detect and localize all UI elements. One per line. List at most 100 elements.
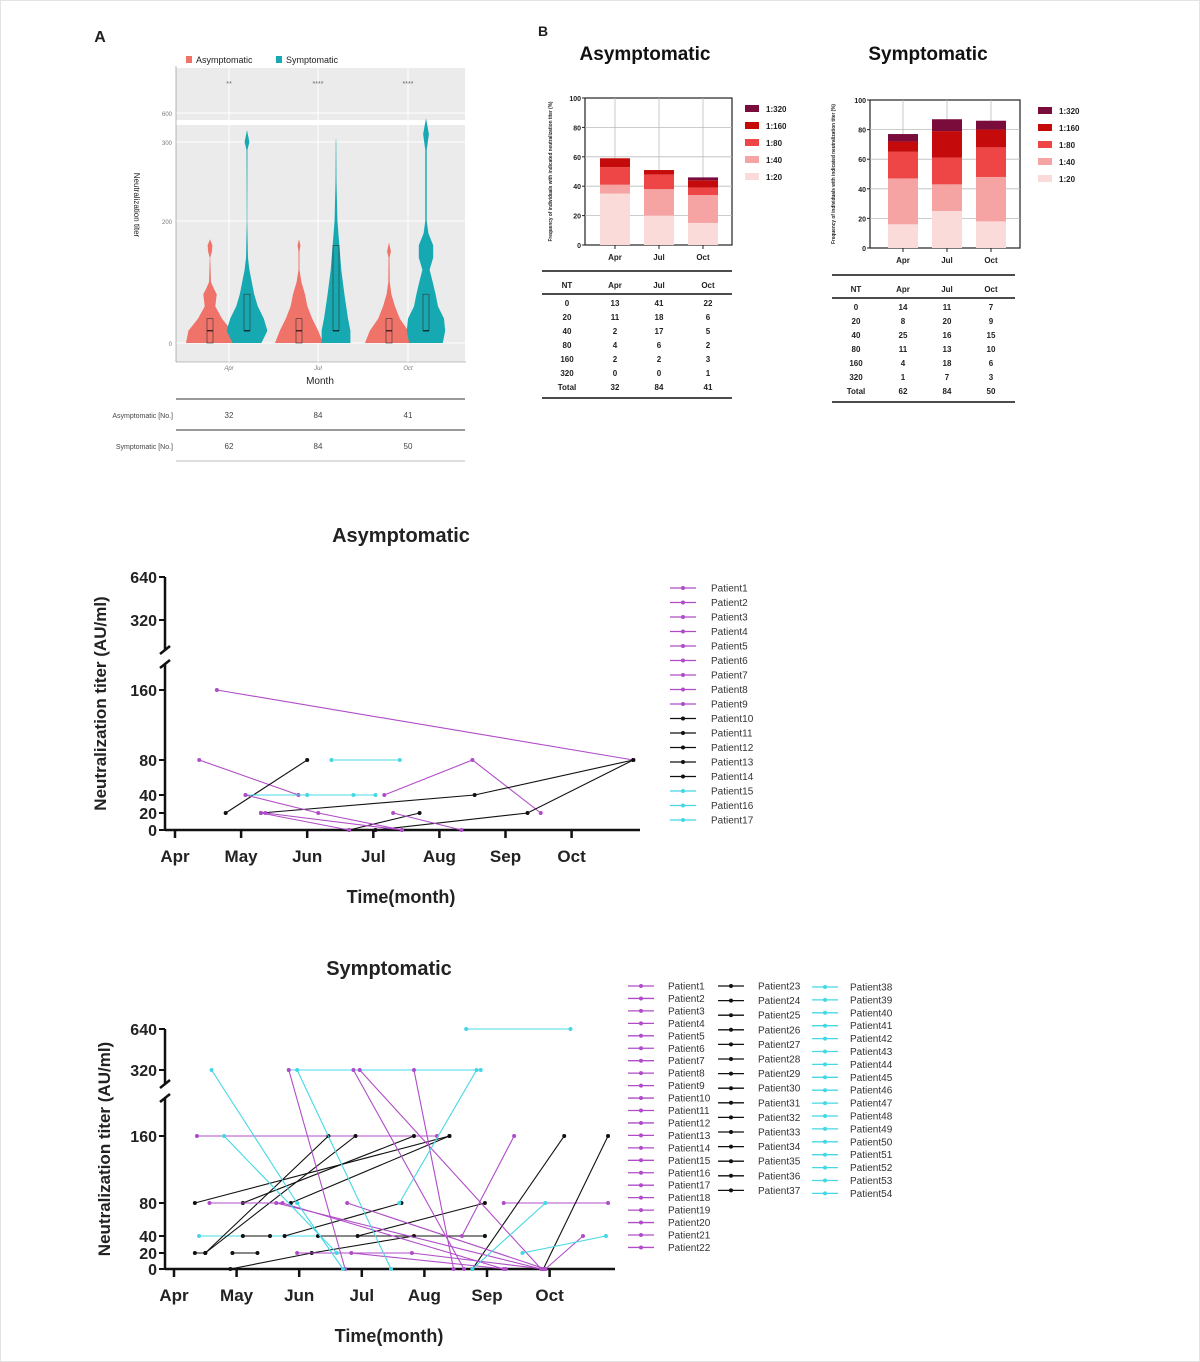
legend-marker xyxy=(729,1159,733,1164)
series-line-28 xyxy=(351,1252,506,1270)
x-tick-label: Jul xyxy=(350,1286,375,1305)
legend-marker xyxy=(729,1086,733,1091)
axis-break-mark xyxy=(159,1093,171,1103)
x-tick-label: Jun xyxy=(292,847,322,866)
table-cell: 6 xyxy=(989,359,994,368)
table-cell: 2 xyxy=(613,355,618,364)
data-point xyxy=(255,1251,260,1255)
legend-label: Patient16 xyxy=(711,801,754,812)
legend-marker xyxy=(729,1027,733,1032)
legend-label: Patient18 xyxy=(668,1193,711,1204)
data-point xyxy=(606,1201,611,1205)
y-tick-label: 600 xyxy=(162,112,173,118)
y-tick-label: 0 xyxy=(862,246,866,253)
data-point xyxy=(411,1134,416,1138)
data-point xyxy=(373,793,378,797)
axis-break-mark xyxy=(159,659,171,669)
table-header-cell: Jul xyxy=(941,285,953,294)
legend-label: Patient13 xyxy=(668,1131,711,1142)
legend-label: 1:40 xyxy=(1059,158,1076,167)
x-tick-label: Apr xyxy=(223,366,234,372)
table-cell: 0 xyxy=(565,299,570,308)
legend-swatch xyxy=(1038,107,1052,114)
table-cell: 15 xyxy=(987,331,996,340)
y-axis-title: Neutralization titer (AU/ml) xyxy=(91,596,110,810)
legend-label: Patient12 xyxy=(711,743,754,754)
data-point xyxy=(606,1134,611,1138)
y-tick-label: 300 xyxy=(162,141,173,147)
legend-marker xyxy=(681,687,685,692)
table-cell: 7 xyxy=(945,373,950,382)
series-line-34 xyxy=(296,1069,392,1270)
legend-label: Patient12 xyxy=(668,1118,711,1129)
data-point xyxy=(472,793,477,797)
legend-label: Patient17 xyxy=(711,816,754,827)
legend-label: Patient15 xyxy=(711,787,754,798)
data-point xyxy=(295,1201,300,1205)
bar-segment-1-80-oct xyxy=(976,147,1006,177)
table-row-label: Symptomatic [No.] xyxy=(116,444,173,451)
series-line-9 xyxy=(260,812,350,831)
y-tick-label: 20 xyxy=(858,216,866,223)
legend-swatch xyxy=(1038,124,1052,131)
legend-marker xyxy=(823,1075,827,1080)
legend-marker xyxy=(823,1191,827,1196)
significance-label: **** xyxy=(313,81,324,88)
table-cell: 84 xyxy=(655,383,664,392)
data-point xyxy=(580,1234,585,1238)
x-tick-label: Oct xyxy=(696,253,710,262)
table-cell: 320 xyxy=(560,369,574,378)
legend-label: Patient9 xyxy=(711,700,748,711)
data-point xyxy=(286,1068,291,1072)
legend-label: Patient11 xyxy=(668,1106,710,1117)
series-line-10 xyxy=(265,812,403,831)
series-line-31 xyxy=(398,1069,478,1204)
data-point xyxy=(214,688,219,692)
data-point xyxy=(459,1234,464,1238)
y-tick-label: 40 xyxy=(139,788,157,805)
y-axis-title: Frequency of individuals with indicated … xyxy=(831,104,837,244)
data-point xyxy=(197,1234,202,1238)
table-cell: 20 xyxy=(563,313,572,322)
legend-marker xyxy=(639,1233,643,1237)
table-cell: 4 xyxy=(613,341,618,350)
y-tick-label: 60 xyxy=(573,155,581,162)
legend-marker xyxy=(681,644,685,648)
data-point xyxy=(258,811,263,815)
legend-marker xyxy=(681,731,685,735)
legend-marker xyxy=(681,658,685,663)
y-tick-label: 40 xyxy=(573,184,581,191)
legend-label: Patient46 xyxy=(850,1086,893,1097)
legend-marker xyxy=(639,1033,643,1038)
legend-marker xyxy=(823,1049,827,1054)
series-line-7 xyxy=(375,759,634,831)
data-point xyxy=(267,1234,272,1238)
bar-segment-1-40-jul xyxy=(644,189,674,216)
y-tick-label: 160 xyxy=(130,1129,157,1146)
significance-label: **** xyxy=(403,81,414,88)
x-axis-title: Month xyxy=(306,376,334,387)
panel-label-a: A xyxy=(94,29,106,46)
data-point xyxy=(447,1134,452,1138)
legend-marker xyxy=(823,1088,827,1093)
data-point xyxy=(397,1201,402,1205)
table-cell: 2 xyxy=(613,327,618,336)
data-point xyxy=(347,828,352,832)
legend-label: Patient28 xyxy=(758,1055,801,1066)
legend-marker xyxy=(729,1042,733,1047)
bar-segment-1-20-oct xyxy=(688,222,718,245)
table-cell: 16 xyxy=(943,331,952,340)
data-point xyxy=(373,828,378,832)
data-point xyxy=(351,793,356,797)
data-point xyxy=(562,1134,567,1138)
data-point xyxy=(230,1251,235,1255)
series-line-6 xyxy=(260,759,634,814)
table-cell: 160 xyxy=(849,359,863,368)
legend-label: Patient44 xyxy=(850,1060,893,1071)
legend-marker xyxy=(639,1208,643,1213)
x-tick-label: Apr xyxy=(608,253,622,262)
legend-marker xyxy=(729,1173,733,1178)
y-tick-label: 200 xyxy=(162,220,173,226)
legend-marker xyxy=(639,1071,643,1076)
legend-label: Patient22 xyxy=(668,1243,711,1254)
